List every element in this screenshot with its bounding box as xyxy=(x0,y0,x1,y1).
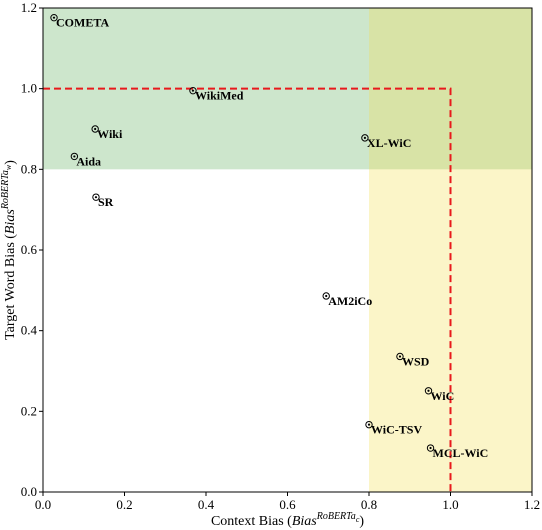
point-am2ico: AM2iCo xyxy=(322,292,372,308)
y-tick-label: 0.0 xyxy=(21,484,37,499)
point-label: SR xyxy=(98,195,114,209)
y-axis-label: Target Word Bias (BiasRoBERTaw) xyxy=(0,160,18,340)
point-marker xyxy=(322,292,330,300)
x-tick-label: 1.0 xyxy=(442,497,458,512)
point-wiki: Wiki xyxy=(91,125,123,141)
point-center xyxy=(191,89,195,92)
point-center xyxy=(73,155,76,158)
point-marker xyxy=(426,444,435,452)
point-label: AM2iCo xyxy=(328,294,372,308)
point-label: XL-WiC xyxy=(367,136,411,150)
x-tick-label: 0.0 xyxy=(35,497,51,512)
data-points: COMETA WikiMed Wiki Aida SR XL-WiC AM2iCo WSD Wi… xyxy=(50,13,489,460)
point-center xyxy=(398,355,402,358)
x-axis-ticks: 0.0 0.2 0.4 0.6 0.8 1.0 1.2 xyxy=(35,492,540,512)
point-wikimed: WikiMed xyxy=(189,86,244,103)
point-marker xyxy=(365,420,373,429)
point-label: Aida xyxy=(76,154,101,168)
shaded-regions xyxy=(43,8,532,492)
point-marker xyxy=(91,125,99,133)
point-label: COMETA xyxy=(56,16,109,30)
point-wsd: WSD xyxy=(396,352,430,368)
x-tick-label: 0.6 xyxy=(279,497,296,512)
point-marker xyxy=(424,387,433,395)
point-label: WikiMed xyxy=(195,89,244,103)
point-center xyxy=(367,423,371,426)
point-center xyxy=(94,127,97,131)
y-tick-label: 0.8 xyxy=(21,161,37,176)
point-center xyxy=(427,389,430,392)
point-mcl-wic: MCL-WiC xyxy=(426,444,489,460)
point-marker xyxy=(189,86,197,95)
point-label: WiC-TSV xyxy=(371,423,422,437)
point-marker xyxy=(50,13,58,22)
x-tick-label: 0.8 xyxy=(361,497,377,512)
point-center xyxy=(94,196,98,199)
point-label: WiC xyxy=(430,389,454,403)
point-marker xyxy=(396,352,404,361)
y-tick-label: 0.2 xyxy=(21,403,37,418)
y-tick-label: 1.0 xyxy=(21,81,37,96)
point-aida: Aida xyxy=(70,152,101,168)
point-marker xyxy=(361,134,369,142)
x-tick-label: 1.2 xyxy=(524,497,540,512)
point-wic-tsv: WiC-TSV xyxy=(365,420,422,437)
point-center xyxy=(363,136,367,139)
point-marker xyxy=(92,193,100,201)
y-axis-ticks: 0.0 0.2 0.4 0.6 0.8 1.0 1.2 xyxy=(21,0,43,499)
x-tick-label: 0.2 xyxy=(116,497,132,512)
threshold-lines xyxy=(43,87,452,492)
point-xl-wic: XL-WiC xyxy=(361,134,411,150)
point-center xyxy=(325,294,328,298)
point-center xyxy=(52,16,56,19)
y-tick-label: 1.2 xyxy=(21,0,37,15)
threshold-line xyxy=(43,87,452,492)
point-wic: WiC xyxy=(424,387,454,403)
y-tick-label: 0.6 xyxy=(21,242,38,257)
point-cometa: COMETA xyxy=(50,13,109,30)
y-tick-label: 0.4 xyxy=(21,323,38,338)
point-marker xyxy=(70,152,79,161)
point-center xyxy=(429,446,432,450)
x-tick-label: 0.4 xyxy=(198,497,215,512)
x-axis-label: Context Bias (BiasRoBERTac) xyxy=(211,511,364,529)
point-label: WSD xyxy=(402,354,430,368)
point-label: Wiki xyxy=(97,127,123,141)
point-sr: SR xyxy=(92,193,114,209)
point-label: MCL-WiC xyxy=(433,446,489,460)
